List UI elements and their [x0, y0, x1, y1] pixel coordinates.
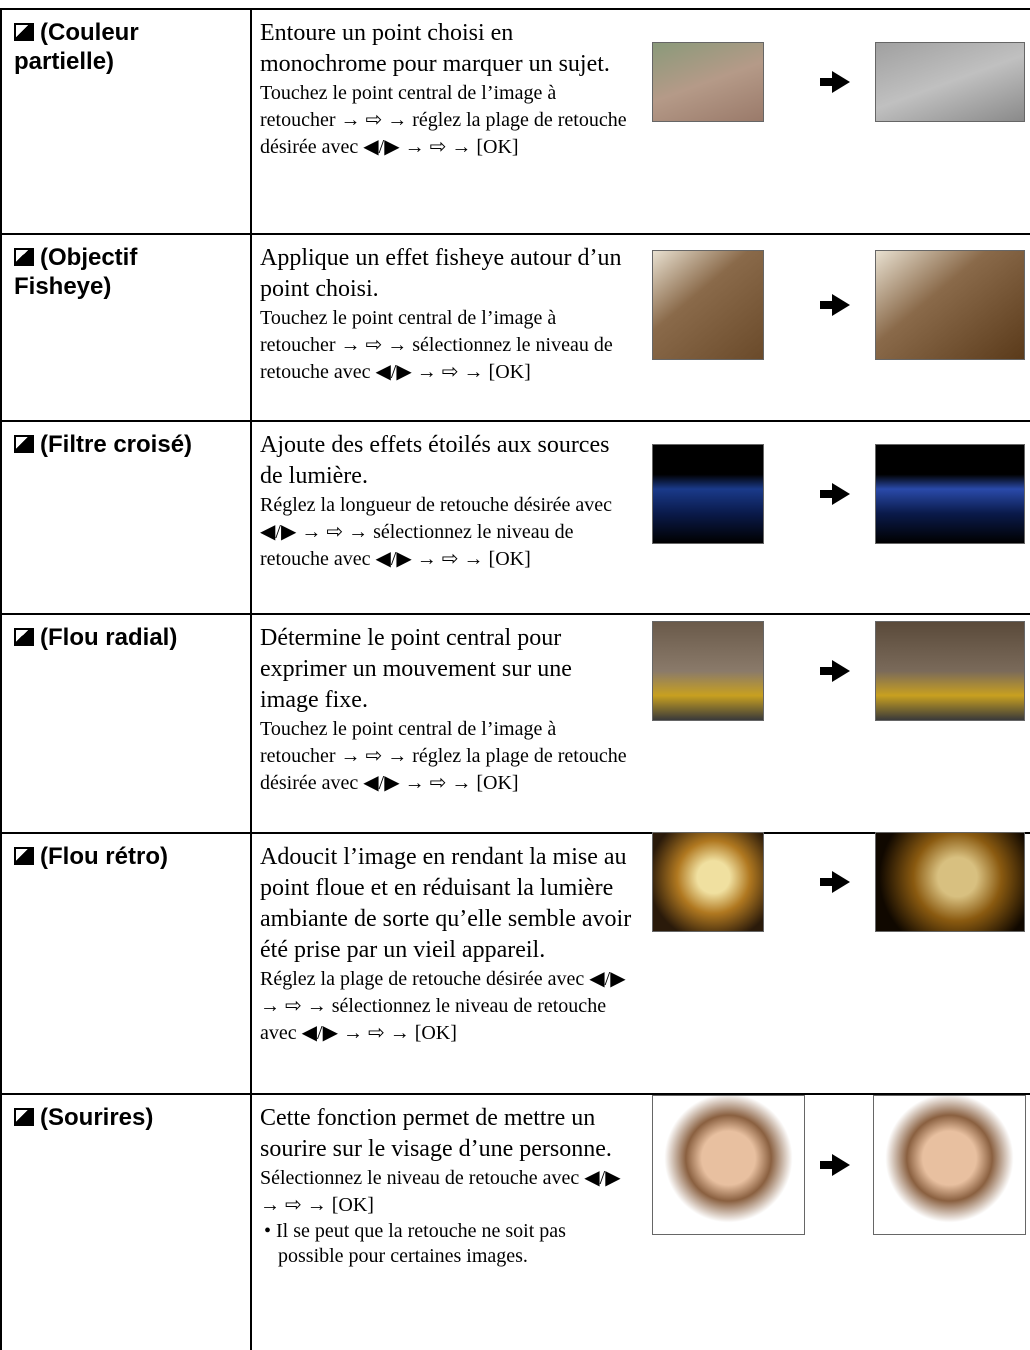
description-cell: Ajoute des effets étoilés aux sources de… [260, 430, 635, 573]
table-row: (Objectif Fisheye) Applique un effet fish… [0, 233, 1030, 420]
row-label: (Objectif Fisheye) [14, 243, 239, 301]
instruction: Touchez le point central de l’image à re… [260, 718, 627, 794]
description-cell: Adoucit l’image en rendant la mise au po… [260, 842, 635, 1047]
after-image [873, 1095, 1026, 1235]
instruction: Sélectionnez le niveau de retouche avec … [260, 1167, 621, 1216]
before-image [652, 832, 764, 932]
column-border [250, 615, 252, 832]
row-label: (Couleur partielle) [14, 18, 239, 76]
column-border [250, 1095, 252, 1350]
instruction: Touchez le point central de l’image à re… [260, 307, 613, 383]
arrow-icon [820, 660, 850, 682]
after-image [875, 250, 1025, 360]
label-text: (Couleur partielle) [14, 19, 139, 75]
row-label: (Flou rétro) [14, 842, 239, 871]
arrow-icon [820, 294, 850, 316]
column-border [0, 10, 2, 233]
column-border [0, 422, 2, 613]
arrow-icon [820, 71, 850, 93]
before-image [652, 444, 764, 544]
description-cell: Applique un effet fisheye autour d’un po… [260, 243, 635, 386]
table-row: (Couleur partielle) Entoure un point choi… [0, 8, 1030, 233]
description: Détermine le point central pour exprimer… [260, 625, 572, 713]
column-border [250, 834, 252, 1093]
before-image [652, 250, 764, 360]
description-cell: Cette fonction permet de mettre un souri… [260, 1103, 635, 1269]
after-image [875, 832, 1025, 932]
description-cell: Entoure un point choisi en monochrome po… [260, 18, 635, 161]
column-border [250, 10, 252, 233]
description: Applique un effet fisheye autour d’un po… [260, 245, 622, 302]
mode-icon [14, 23, 34, 41]
table-row: (Flou radial) Détermine le point central … [0, 613, 1030, 832]
table-row: (Filtre croisé) Ajoute des effets étoilés… [0, 420, 1030, 613]
column-border [0, 615, 2, 832]
column-border [0, 235, 2, 420]
instruction: Réglez la longueur de retouche désirée a… [260, 494, 613, 570]
arrow-icon [820, 871, 850, 893]
description-cell: Détermine le point central pour exprimer… [260, 623, 635, 797]
after-image [875, 621, 1025, 721]
column-border [0, 834, 2, 1093]
label-text: (Flou rétro) [40, 843, 168, 870]
label-text: (Sourires) [40, 1104, 154, 1131]
mode-icon [14, 248, 34, 266]
label-text: (Flou radial) [40, 624, 178, 651]
instruction: Réglez la plage de retouche désirée avec… [260, 968, 626, 1044]
label-text: (Filtre croisé) [40, 431, 193, 458]
mode-icon [14, 628, 34, 646]
table-row: (Sourires) Cette fonction permet de mettr… [0, 1093, 1030, 1350]
label-text: (Objectif Fisheye) [14, 244, 138, 300]
instruction: Touchez le point central de l’image à re… [260, 82, 627, 158]
arrow-icon [820, 1154, 850, 1176]
row-label: (Filtre croisé) [14, 430, 239, 459]
mode-icon [14, 435, 34, 453]
before-image [652, 621, 764, 721]
table-row: (Flou rétro) Adoucit l’image en rendant l… [0, 832, 1030, 1093]
arrow-icon [820, 483, 850, 505]
before-image [652, 42, 764, 122]
description: Ajoute des effets étoilés aux sources de… [260, 432, 610, 489]
column-border [250, 235, 252, 420]
mode-icon [14, 847, 34, 865]
row-label: (Flou radial) [14, 623, 239, 652]
before-image [652, 1095, 805, 1235]
description: Cette fonction permet de mettre un souri… [260, 1105, 612, 1162]
mode-icon [14, 1108, 34, 1126]
description: Entoure un point choisi en monochrome po… [260, 20, 610, 77]
after-image [875, 42, 1025, 122]
column-border [250, 422, 252, 613]
row-label: (Sourires) [14, 1103, 239, 1132]
column-border [0, 1095, 2, 1350]
description: Adoucit l’image en rendant la mise au po… [260, 844, 632, 963]
after-image [875, 444, 1025, 544]
note: • Il se peut que la retouche ne soit pas… [264, 1220, 566, 1267]
